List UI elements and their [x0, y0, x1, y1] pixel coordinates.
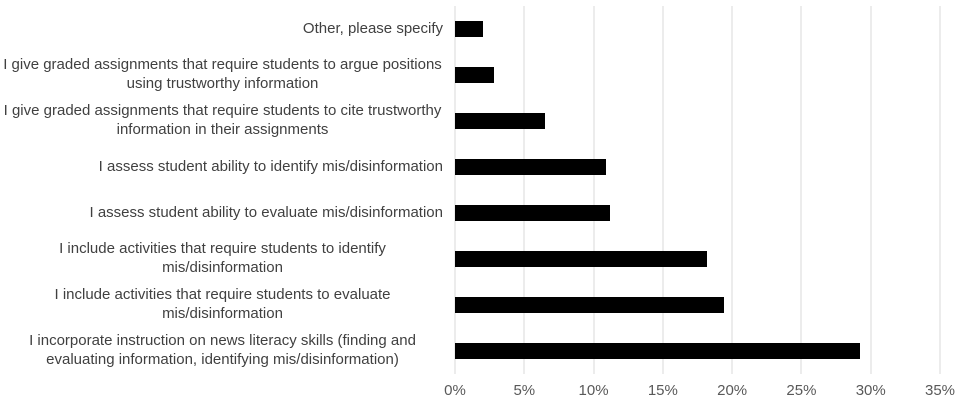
bar — [455, 205, 611, 221]
category-label-cell: I incorporate instruction on news litera… — [0, 332, 455, 370]
x-tick-label: 10% — [578, 382, 609, 399]
gridline — [800, 6, 802, 374]
category-label: Other, please specify — [302, 19, 443, 37]
bar — [455, 251, 708, 267]
x-tick-label: 20% — [717, 382, 748, 399]
category-label: I include activities that require studen… — [54, 286, 391, 322]
chart-row: I assess student ability to evaluate mis… — [0, 190, 975, 236]
gridline — [662, 6, 664, 374]
bar-track — [455, 98, 940, 144]
bar-track — [455, 236, 940, 282]
bar — [455, 343, 860, 359]
category-label-cell: I include activities that require studen… — [0, 240, 455, 278]
gridline — [454, 6, 456, 374]
chart-row: I assess student ability to identify mis… — [0, 144, 975, 190]
bar-track — [455, 144, 940, 190]
x-tick-label: 30% — [855, 382, 886, 399]
bar — [455, 159, 607, 175]
category-label: I include activities that require studen… — [59, 240, 386, 276]
bar-track — [455, 190, 940, 236]
category-label-cell: Other, please specify — [0, 20, 455, 39]
x-tick-label: 0% — [444, 382, 466, 399]
gridline — [523, 6, 525, 374]
x-tick-label: 15% — [647, 382, 678, 399]
x-axis: 0% 5% 10% 15% 20% 25% 30% 35% — [444, 382, 955, 406]
bar-track — [455, 52, 940, 98]
category-label-cell: I assess student ability to evaluate mis… — [0, 204, 455, 223]
chart-row: I incorporate instruction on news litera… — [0, 328, 975, 374]
category-label-cell: I include activities that require studen… — [0, 286, 455, 324]
bar-track — [455, 6, 940, 52]
gridline — [593, 6, 595, 374]
category-label: I incorporate instruction on news litera… — [29, 332, 416, 368]
category-label-cell: I assess student ability to identify mis… — [0, 158, 455, 177]
chart-row: I include activities that require studen… — [0, 282, 975, 328]
bar — [455, 21, 483, 37]
category-label-cell: I give graded assignments that require s… — [0, 56, 455, 94]
plot-area — [454, 6, 941, 374]
category-label-cell: I give graded assignments that require s… — [0, 102, 455, 140]
x-tick-label: 35% — [924, 382, 956, 399]
category-label: I give graded assignments that require s… — [3, 56, 442, 92]
category-label: I assess student ability to identify mis… — [98, 157, 443, 175]
bar — [455, 297, 724, 313]
chart-row: I give graded assignments that require s… — [0, 98, 975, 144]
x-tick-label: 25% — [786, 382, 817, 399]
category-label: I give graded assignments that require s… — [3, 102, 442, 138]
gridline — [939, 6, 941, 374]
bar-track — [455, 328, 940, 374]
gridline — [731, 6, 733, 374]
x-tick-label: 5% — [513, 382, 536, 399]
category-label: I assess student ability to evaluate mis… — [89, 203, 443, 221]
bar — [455, 67, 494, 83]
chart-row: Other, please specify — [0, 6, 975, 52]
bar — [455, 113, 546, 129]
gridline — [870, 6, 872, 374]
chart-rows: Other, please specify I give graded assig… — [0, 6, 975, 374]
chart-row: I give graded assignments that require s… — [0, 52, 975, 98]
bar-track — [455, 282, 940, 328]
chart-row: I include activities that require studen… — [0, 236, 975, 282]
